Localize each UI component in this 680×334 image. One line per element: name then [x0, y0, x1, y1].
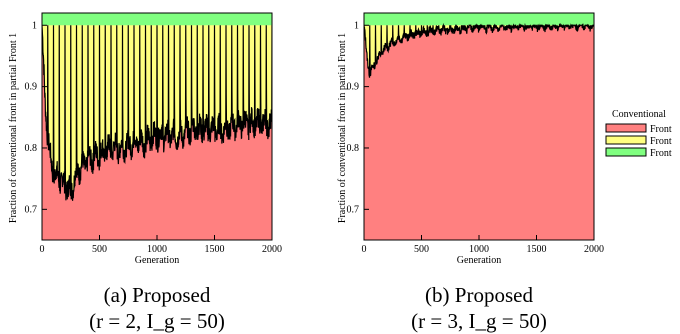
- panel-a-xtick-label: 1500: [205, 244, 225, 255]
- panel-b-red-area: [364, 25, 594, 240]
- panel-a-xlabel: Generation: [135, 255, 179, 266]
- panel-a-xtick-label: 0: [40, 244, 45, 255]
- panel-a-ticks: 0 500 1000 1500 2000 0.7 0.8 0.9 1: [25, 20, 283, 255]
- legend-label-green: Front: [650, 148, 672, 159]
- panel-b-xlabel: Generation: [457, 255, 501, 266]
- legend-label-yellow: Front: [650, 136, 672, 147]
- legend-swatch-yellow: [605, 135, 647, 145]
- panel-b-xtick-label: 500: [414, 244, 429, 255]
- panel-a: 0 500 1000 1500 2000 0.7 0.8 0.9 1 Generation Fr…: [8, 12, 283, 266]
- caption-a: (a) Proposed (r = 2, I_g = 50): [57, 282, 257, 334]
- caption-b-line1: (b) Proposed: [425, 283, 533, 307]
- panel-b-series-line: [364, 22, 594, 78]
- panel-a-xtick-label: 500: [92, 244, 107, 255]
- panel-b-ylabel: Fraction of conventional front in partia…: [337, 33, 348, 223]
- panel-a-xtick-label: 1000: [147, 244, 167, 255]
- panel-a-ytick-label: 0.7: [25, 204, 38, 215]
- legend-label-red: Front: [650, 124, 672, 135]
- legend-swatch-red: [605, 123, 647, 133]
- panel-a-ylabel: Fraction of conventional front in partia…: [8, 33, 19, 223]
- panel-b-ytick-label: 0.8: [347, 143, 360, 154]
- panel-b-xtick-label: 1000: [469, 244, 489, 255]
- panel-a-xtick-label: 2000: [262, 244, 282, 255]
- caption-b-line2: (r = 3, I_g = 50): [411, 309, 547, 333]
- panel-a-ytick-label: 0.9: [25, 82, 38, 93]
- panel-b-ytick-label: 0.9: [347, 82, 360, 93]
- legend: Conventional Front Front Front: [605, 109, 672, 159]
- panel-a-ytick-label: 1: [32, 20, 37, 31]
- panel-b: 0 500 1000 1500 2000 0.7 0.8 0.9 1 Generation Fr…: [337, 12, 605, 266]
- panel-a-ytick-label: 0.8: [25, 143, 38, 154]
- legend-title: Conventional: [612, 109, 666, 120]
- panel-b-ytick-label: 1: [354, 20, 359, 31]
- panel-a-series-line: [42, 25, 272, 201]
- caption-a-line2: (r = 2, I_g = 50): [89, 309, 225, 333]
- caption-b: (b) Proposed (r = 3, I_g = 50): [379, 282, 579, 334]
- panel-b-ticks: 0 500 1000 1500 2000 0.7 0.8 0.9 1: [347, 20, 605, 255]
- panel-b-xtick-label: 0: [362, 244, 367, 255]
- legend-swatch-green: [605, 147, 647, 157]
- panel-b-ytick-label: 0.7: [347, 204, 360, 215]
- caption-a-line1: (a) Proposed: [103, 283, 211, 307]
- panel-b-xtick-label: 2000: [584, 244, 604, 255]
- panel-b-xtick-label: 1500: [527, 244, 547, 255]
